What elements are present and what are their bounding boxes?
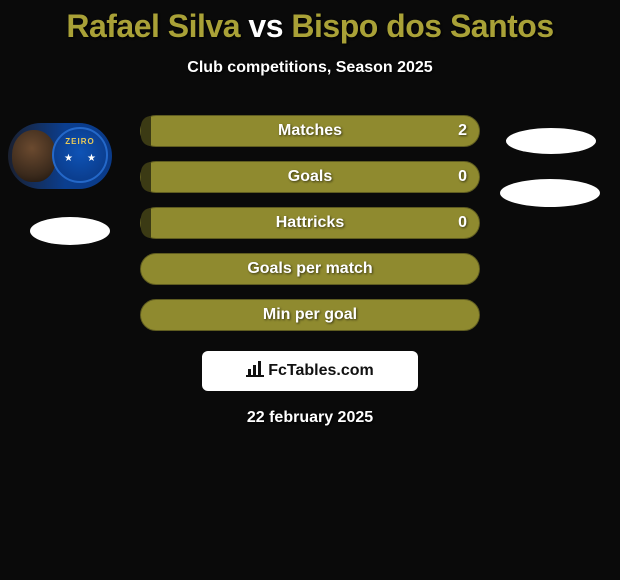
stat-bar: Hattricks 0 bbox=[140, 207, 480, 239]
stat-bar-label: Goals bbox=[288, 168, 332, 186]
player1-placeholder-ellipse bbox=[30, 217, 110, 245]
club-crest-text: ZEIRO bbox=[65, 137, 94, 146]
chart-icon bbox=[246, 361, 264, 382]
title-player2: Bispo dos Santos bbox=[291, 8, 553, 44]
page-title: Rafael Silva vs Bispo dos Santos bbox=[0, 0, 620, 45]
stat-bar-value: 0 bbox=[458, 214, 467, 232]
star-icon: ★ bbox=[64, 153, 73, 164]
player2-placeholder-ellipse-1 bbox=[506, 128, 596, 154]
stat-bar: Matches 2 bbox=[140, 115, 480, 147]
brand-text: FcTables.com bbox=[268, 362, 374, 380]
player1-badge: ZEIRO ★ ★ bbox=[8, 123, 112, 189]
stat-bar-fill-left bbox=[141, 116, 151, 146]
stat-bars: Matches 2 Goals 0 Hattricks 0 Goals per match M… bbox=[140, 115, 480, 331]
comparison-content: ZEIRO ★ ★ Matches2Goals0Hattricks0Goals … bbox=[0, 115, 620, 427]
stat-bar-fill-left bbox=[141, 162, 151, 192]
subtitle: Club competitions, Season 2025 bbox=[0, 59, 620, 77]
stat-bar-value: 0 bbox=[458, 168, 467, 186]
player2-placeholder-ellipse-2 bbox=[500, 179, 600, 207]
title-player1: Rafael Silva bbox=[66, 8, 240, 44]
stat-bar-label: Goals per match bbox=[247, 260, 372, 278]
stat-bar: Goals per match bbox=[140, 253, 480, 285]
player1-photo bbox=[12, 130, 56, 182]
stat-bar-fill-left bbox=[141, 208, 151, 238]
brand-box[interactable]: FcTables.com bbox=[202, 351, 418, 391]
stat-bar-label: Min per goal bbox=[263, 306, 357, 324]
stat-bar-value: 2 bbox=[458, 122, 467, 140]
title-vs: vs bbox=[248, 8, 283, 44]
star-icon: ★ bbox=[87, 153, 96, 164]
stat-bar: Goals 0 bbox=[140, 161, 480, 193]
stat-bar-label: Hattricks bbox=[276, 214, 344, 232]
stat-bar-label: Matches bbox=[278, 122, 342, 140]
date-text: 22 february 2025 bbox=[0, 409, 620, 427]
stat-bar: Min per goal bbox=[140, 299, 480, 331]
player1-club-crest: ZEIRO ★ ★ bbox=[52, 127, 108, 183]
